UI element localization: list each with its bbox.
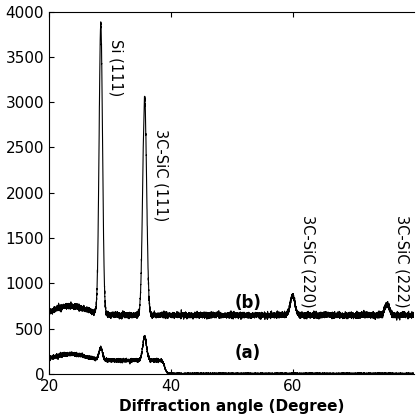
Text: 3C-SiC (220): 3C-SiC (220) [301,215,315,308]
Text: (a): (a) [235,344,261,362]
Text: 3C-SiC (222): 3C-SiC (222) [395,215,410,308]
Text: (b): (b) [235,294,262,312]
X-axis label: Diffraction angle (Degree): Diffraction angle (Degree) [119,399,344,415]
Text: Si (111): Si (111) [108,39,123,96]
Text: 3C-SiC (111): 3C-SiC (111) [153,129,168,222]
